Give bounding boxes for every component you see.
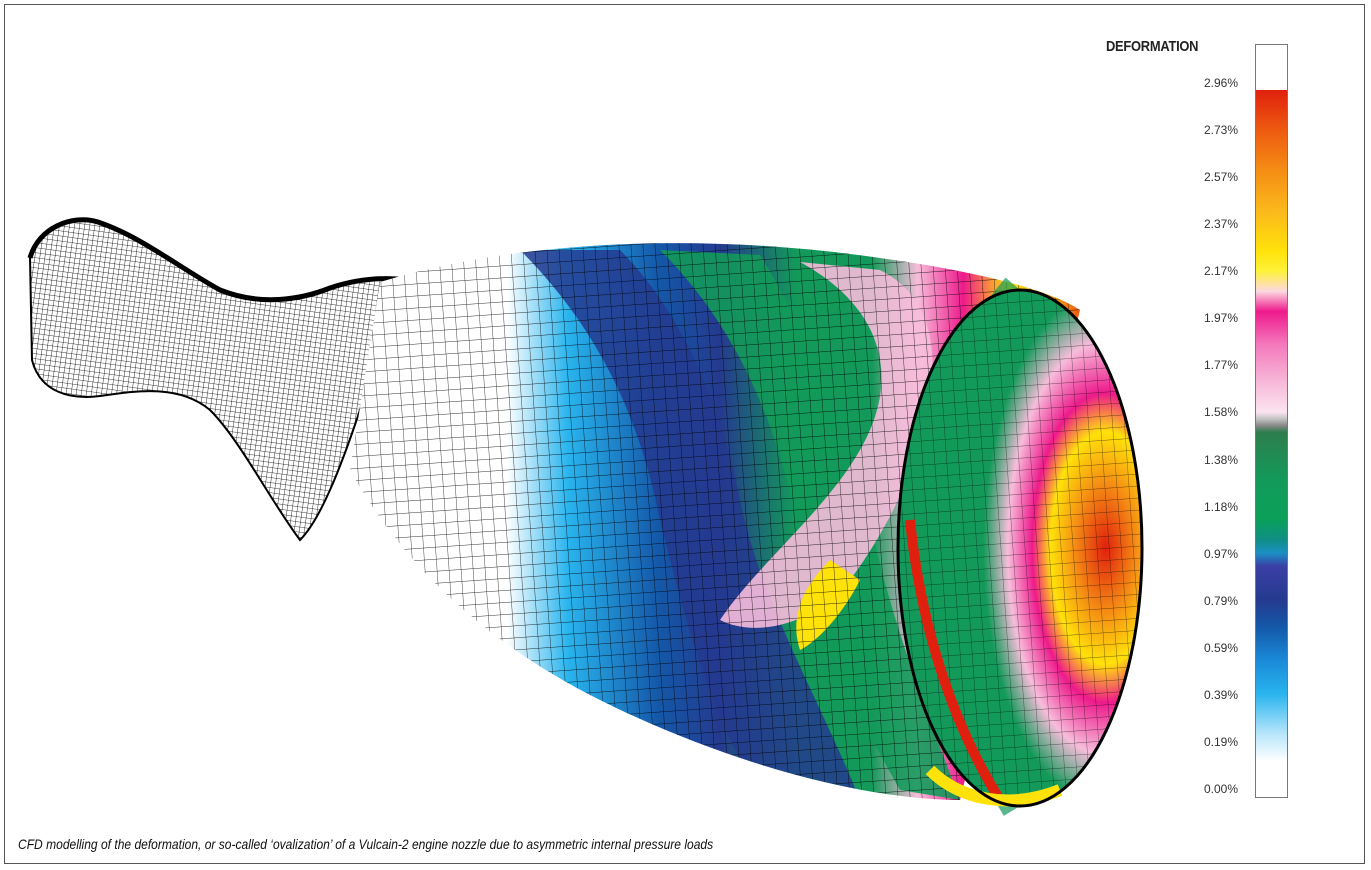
legend-tick: 2.96% [1203,76,1238,90]
legend-tick: 1.77% [1203,358,1238,372]
legend-tick: 0.39% [1203,688,1238,702]
legend-tick: 0.59% [1203,641,1238,655]
nozzle-exit-rim [896,277,1144,816]
color-scale-bar [1255,44,1288,798]
legend-tick: 2.17% [1203,264,1238,278]
legend-title: DEFORMATION [1106,38,1199,55]
legend-tick: 0.19% [1203,735,1238,749]
legend-tick: 1.38% [1203,453,1238,467]
legend-tick: 0.00% [1203,782,1238,796]
legend-tick: 0.97% [1203,547,1238,561]
figure-frame [4,4,1365,864]
legend-tick: 2.37% [1203,217,1238,231]
legend-tick: 1.18% [1203,500,1238,514]
legend-tick: 1.58% [1203,405,1238,419]
figure-caption: CFD modelling of the deformation, or so-… [18,836,714,852]
legend-tick: 2.73% [1203,123,1238,137]
color-scale-gradient [1256,90,1287,761]
combustion-chamber-mesh [28,218,421,542]
legend-tick: 2.57% [1203,170,1238,184]
legend-tick: 0.79% [1203,594,1238,608]
legend-tick: 1.97% [1203,311,1238,325]
